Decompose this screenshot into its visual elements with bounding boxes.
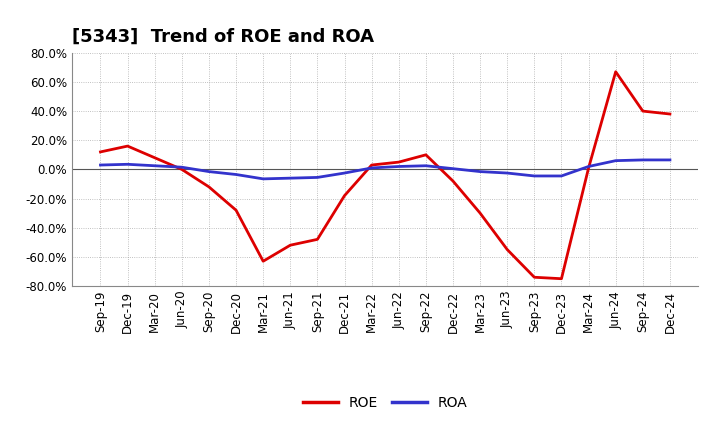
ROE	[557, 276, 566, 281]
ROA	[367, 165, 376, 171]
ROE	[449, 179, 457, 184]
ROE	[259, 259, 268, 264]
ROE	[341, 193, 349, 198]
ROE	[367, 162, 376, 168]
ROE	[530, 275, 539, 280]
ROA	[611, 158, 620, 163]
ROE	[639, 108, 647, 114]
ROA	[476, 169, 485, 174]
ROA	[639, 157, 647, 162]
ROA	[204, 169, 213, 174]
ROA	[503, 170, 511, 176]
ROA	[259, 176, 268, 182]
ROA	[395, 164, 403, 169]
ROE	[313, 237, 322, 242]
Legend: ROE, ROA: ROE, ROA	[297, 391, 473, 416]
ROE	[665, 111, 674, 117]
ROE	[204, 184, 213, 190]
ROE	[421, 152, 430, 158]
ROE	[584, 165, 593, 171]
ROA	[530, 173, 539, 179]
ROA	[232, 172, 240, 177]
Line: ROE: ROE	[101, 72, 670, 279]
ROA	[584, 164, 593, 169]
ROA	[421, 163, 430, 169]
ROA	[123, 161, 132, 167]
ROE	[150, 155, 159, 160]
ROE	[286, 242, 294, 248]
Line: ROA: ROA	[101, 160, 670, 179]
ROE	[395, 159, 403, 165]
ROE	[503, 247, 511, 252]
ROA	[449, 166, 457, 171]
ROA	[96, 162, 105, 168]
ROA	[313, 175, 322, 180]
ROA	[557, 173, 566, 179]
ROA	[665, 157, 674, 162]
ROA	[286, 176, 294, 181]
ROE	[611, 69, 620, 74]
ROE	[476, 210, 485, 216]
ROE	[96, 149, 105, 154]
ROE	[232, 208, 240, 213]
ROE	[178, 167, 186, 172]
ROE	[123, 143, 132, 149]
ROA	[178, 165, 186, 170]
ROA	[341, 170, 349, 176]
Text: [5343]  Trend of ROE and ROA: [5343] Trend of ROE and ROA	[72, 28, 374, 46]
ROA	[150, 163, 159, 169]
